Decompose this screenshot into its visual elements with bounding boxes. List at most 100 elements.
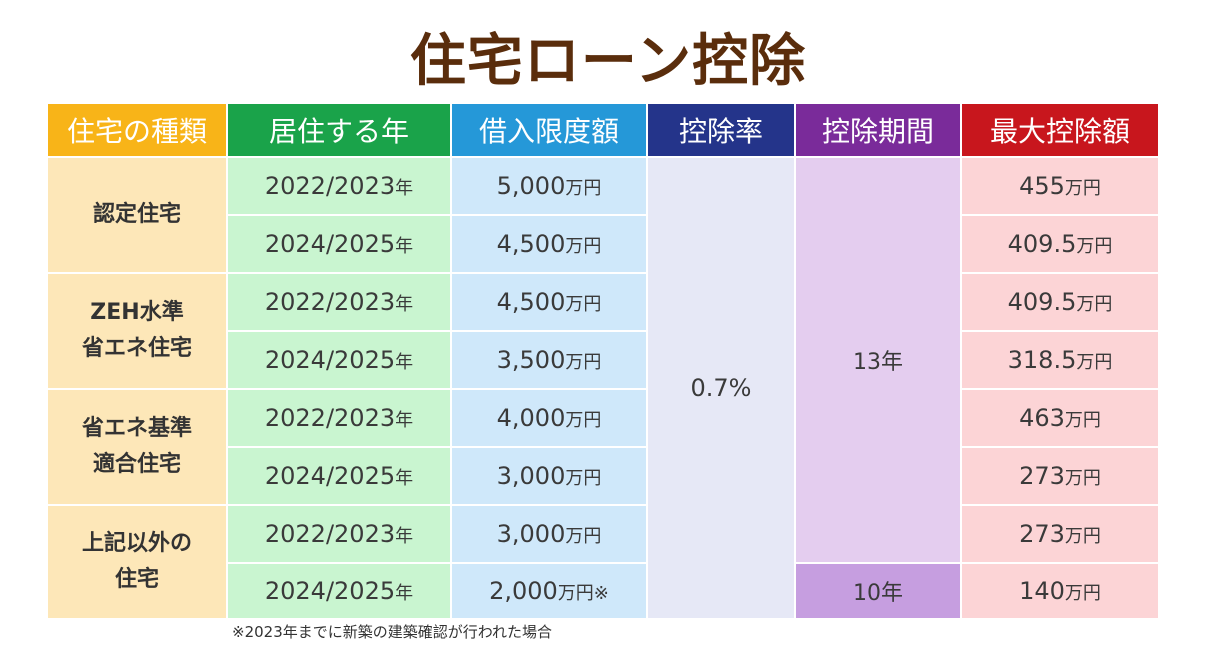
table-row: 2024/2025年 3,000万円 273万円 bbox=[47, 446, 1160, 506]
max-unit: 万円 bbox=[1064, 468, 1101, 489]
max-unit: 万円 bbox=[1076, 236, 1113, 257]
limit-value: 3,000 bbox=[496, 520, 566, 548]
max-deduction-cell: 140万円 bbox=[960, 562, 1160, 620]
year-value: 2024/2025 bbox=[264, 577, 396, 605]
deduction-period-13-cell: 13年 bbox=[794, 156, 962, 564]
residence-year-cell: 2022/2023年 bbox=[226, 504, 452, 564]
max-value: 463 bbox=[1019, 404, 1065, 432]
year-unit: 年 bbox=[395, 526, 414, 547]
house-type-line1: 上記以外の bbox=[81, 531, 192, 556]
header-deduction-rate: 控除率 bbox=[646, 102, 796, 158]
table-row: 2024/2025年 3,500万円 318.5万円 bbox=[47, 330, 1160, 390]
max-deduction-cell: 273万円 bbox=[960, 504, 1160, 564]
year-value: 2022/2023 bbox=[264, 288, 396, 316]
year-value: 2024/2025 bbox=[264, 230, 396, 258]
residence-year-cell: 2022/2023年 bbox=[226, 388, 452, 448]
limit-unit: 万円 bbox=[565, 294, 602, 315]
limit-unit: 万円 bbox=[565, 526, 602, 547]
max-deduction-cell: 409.5万円 bbox=[960, 272, 1160, 332]
table-row: 認定住宅 2022/2023年 5,000万円 0.7% 13年 455万円 bbox=[46, 156, 1160, 620]
header-deduction-period: 控除期間 bbox=[794, 102, 962, 158]
residence-year-cell: 2022/2023年 bbox=[226, 156, 452, 216]
max-value: 455 bbox=[1019, 172, 1065, 200]
house-type-zeh: ZEH水準 省エネ住宅 bbox=[46, 272, 228, 390]
max-value: 273 bbox=[1019, 520, 1065, 548]
residence-year-cell: 2024/2025年 bbox=[226, 562, 452, 620]
residence-year-cell: 2024/2025年 bbox=[226, 214, 452, 274]
year-unit: 年 bbox=[395, 236, 414, 257]
max-unit: 万円 bbox=[1076, 294, 1113, 315]
max-value: 140 bbox=[1019, 577, 1065, 605]
table-row: 上記以外の 住宅 2022/2023年 3,000万円 273万円 bbox=[46, 504, 1160, 620]
loan-limit-cell: 4,500万円 bbox=[450, 272, 648, 332]
max-deduction-cell: 455万円 bbox=[960, 156, 1160, 216]
loan-limit-cell: 4,000万円 bbox=[450, 388, 648, 448]
max-value: 409.5 bbox=[1007, 230, 1077, 258]
header-residence-year: 居住する年 bbox=[226, 102, 452, 158]
loan-limit-cell: 4,500万円 bbox=[450, 214, 648, 274]
header-max-deduction: 最大控除額 bbox=[960, 102, 1160, 158]
table-row: 省エネ基準 適合住宅 2022/2023年 4,000万円 463万円 bbox=[46, 388, 1160, 506]
limit-unit: 万円 bbox=[565, 468, 602, 489]
limit-value: 2,000 bbox=[489, 577, 558, 605]
limit-unit: 万円 bbox=[565, 236, 602, 257]
house-type-line1: ZEH水準 bbox=[90, 300, 184, 325]
year-value: 2024/2025 bbox=[264, 462, 396, 490]
limit-value: 3,500 bbox=[496, 346, 566, 374]
max-deduction-cell: 409.5万円 bbox=[960, 214, 1160, 274]
max-deduction-cell: 273万円 bbox=[960, 446, 1160, 506]
limit-value: 4,500 bbox=[496, 230, 566, 258]
year-unit: 年 bbox=[395, 352, 414, 373]
year-unit: 年 bbox=[395, 294, 414, 315]
house-type-line2: 住宅 bbox=[114, 567, 159, 592]
residence-year-cell: 2024/2025年 bbox=[226, 446, 452, 506]
table-row: 2024/2025年 2,000万円※ 10年 140万円 bbox=[47, 562, 1160, 620]
limit-unit: 万円※ bbox=[557, 583, 609, 604]
max-unit: 万円 bbox=[1064, 410, 1101, 431]
year-unit: 年 bbox=[395, 178, 414, 199]
loan-limit-cell: 3,000万円 bbox=[450, 504, 648, 564]
loan-limit-cell: 3,500万円 bbox=[450, 330, 648, 390]
year-unit: 年 bbox=[395, 468, 414, 489]
max-unit: 万円 bbox=[1076, 352, 1113, 373]
max-value: 318.5 bbox=[1007, 346, 1077, 374]
house-type-line1: 認定住宅 bbox=[92, 202, 181, 227]
max-unit: 万円 bbox=[1064, 526, 1101, 547]
limit-unit: 万円 bbox=[565, 352, 602, 373]
deduction-rate-cell: 0.7% bbox=[646, 156, 796, 620]
year-value: 2022/2023 bbox=[264, 404, 396, 432]
footnote: ※2023年までに新築の建築確認が行われた場合 bbox=[232, 623, 552, 641]
deduction-period-10-cell: 10年 bbox=[794, 562, 962, 620]
deduction-table: 住宅の種類 居住する年 借入限度額 控除率 控除期間 最大控除額 認定住宅 20… bbox=[46, 102, 1160, 620]
max-unit: 万円 bbox=[1064, 583, 1101, 604]
table-header-row: 住宅の種類 居住する年 借入限度額 控除率 控除期間 最大控除額 bbox=[46, 102, 1160, 158]
loan-limit-cell: 5,000万円 bbox=[450, 156, 648, 216]
year-unit: 年 bbox=[395, 583, 414, 604]
residence-year-cell: 2024/2025年 bbox=[226, 330, 452, 390]
house-type-line2: 省エネ住宅 bbox=[81, 336, 192, 361]
header-house-type: 住宅の種類 bbox=[46, 102, 228, 158]
table-row: ZEH水準 省エネ住宅 2022/2023年 4,500万円 409.5万円 bbox=[46, 272, 1160, 390]
max-deduction-cell: 463万円 bbox=[960, 388, 1160, 448]
max-value: 273 bbox=[1019, 462, 1065, 490]
loan-limit-cell: 2,000万円※ bbox=[450, 562, 648, 620]
limit-value: 4,500 bbox=[496, 288, 566, 316]
max-deduction-cell: 318.5万円 bbox=[960, 330, 1160, 390]
limit-value: 4,000 bbox=[496, 404, 566, 432]
header-loan-limit: 借入限度額 bbox=[450, 102, 648, 158]
year-unit: 年 bbox=[395, 410, 414, 431]
table-row: 2024/2025年 4,500万円 409.5万円 bbox=[47, 214, 1160, 274]
max-unit: 万円 bbox=[1064, 178, 1101, 199]
house-type-line1: 省エネ基準 bbox=[81, 416, 192, 441]
limit-unit: 万円 bbox=[565, 410, 602, 431]
loan-limit-cell: 3,000万円 bbox=[450, 446, 648, 506]
limit-value: 3,000 bbox=[496, 462, 566, 490]
residence-year-cell: 2022/2023年 bbox=[226, 272, 452, 332]
house-type-other: 上記以外の 住宅 bbox=[46, 504, 228, 620]
house-type-energy-saving: 省エネ基準 適合住宅 bbox=[46, 388, 228, 506]
limit-value: 5,000 bbox=[496, 172, 566, 200]
year-value: 2022/2023 bbox=[264, 172, 396, 200]
year-value: 2022/2023 bbox=[264, 520, 396, 548]
limit-unit: 万円 bbox=[565, 178, 602, 199]
house-type-line2: 適合住宅 bbox=[92, 452, 181, 477]
